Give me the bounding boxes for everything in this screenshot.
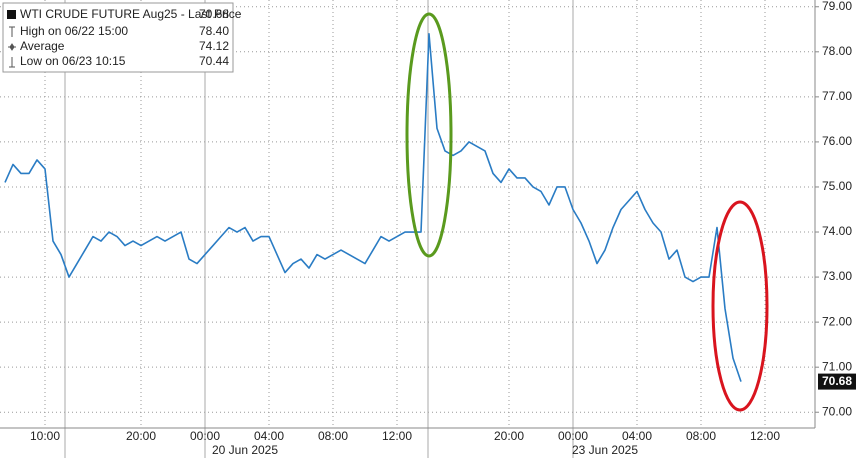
stat-value: 70.44 [199,54,229,68]
legend-series: WTI CRUDE FUTURE Aug25 - Last Price [20,7,242,21]
data [4,32,742,382]
x-tick-label: 00:00 [190,429,220,443]
stat-label: High on 06/22 15:00 [20,24,128,38]
legend-swatch [7,10,16,19]
y-tick-label: 79.00 [822,0,852,13]
x-tick-label: 00:00 [558,429,588,443]
legend: WTI CRUDE FUTURE Aug25 - Last Price 70.6… [2,2,242,73]
y-tick-label: 76.00 [822,134,852,148]
stat-label: Average [20,39,65,53]
x-tick-label: 04:00 [254,429,284,443]
x-tick-label: 04:00 [622,429,652,443]
x-tick-label: 20:00 [126,429,156,443]
stat-value: 78.40 [199,24,229,38]
date-label: 23 Jun 2025 [572,443,638,457]
legend-icon [9,26,15,37]
y-tick-label: 75.00 [822,179,852,193]
y-tick-label: 78.00 [822,44,852,58]
y-tick-label: 71.00 [822,359,852,373]
y-tick-label: 73.00 [822,269,852,283]
legend-box [2,2,234,73]
annotation-ellipse [711,200,769,412]
x-tick-label: 12:00 [382,429,412,443]
x-tick-label: 20:00 [494,429,524,443]
x-tick-label: 08:00 [318,429,348,443]
grid [0,0,815,458]
y-tick-label: 74.00 [822,224,852,238]
legend-icon [9,57,15,68]
date-label: 20 Jun 2025 [212,443,278,457]
y-tick-label: 77.00 [822,89,852,103]
x-tick-label: 08:00 [686,429,716,443]
y-tick-label: 70.00 [822,404,852,418]
price-line [4,32,742,382]
last-price-label: 70.68 [822,374,852,388]
annotation-ellipse [405,12,453,258]
y-tick-label: 72.00 [822,314,852,328]
last-price-tag [818,373,856,390]
legend-icon [8,43,16,51]
x-tick-label: 12:00 [750,429,780,443]
x-tick-label: 10:00 [30,429,60,443]
stat-label: Low on 06/23 10:15 [20,54,126,68]
legend-last-price: 70.68 [199,7,229,21]
stat-value: 74.12 [199,39,229,53]
